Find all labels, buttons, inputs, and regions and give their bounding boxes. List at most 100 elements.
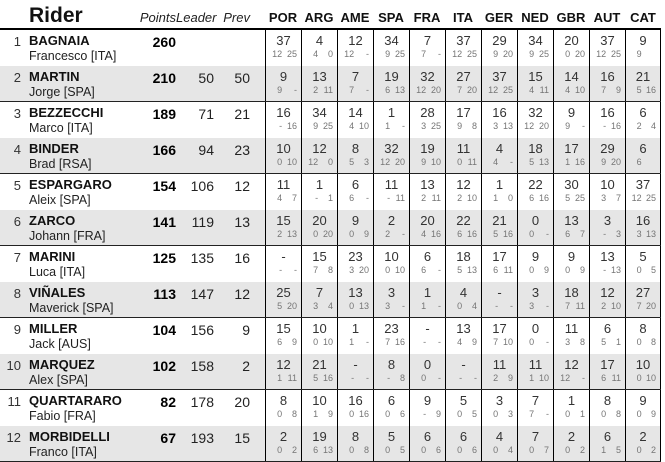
sprint-points: 0 bbox=[565, 445, 571, 455]
race-points: 9 bbox=[543, 265, 549, 275]
race-result-cat: 21 5 16 bbox=[625, 66, 661, 101]
event-total-points: 34 bbox=[312, 105, 327, 120]
race-points: 20 bbox=[286, 301, 297, 311]
event-total-points: 15 bbox=[276, 321, 291, 336]
race-result-ned: 34 9 25 bbox=[517, 30, 553, 66]
sprint-points: 9 bbox=[493, 49, 499, 59]
sprint-points: 9 bbox=[636, 49, 642, 59]
table-row: 6 ZARCO Johann [FRA] 141 119 13 15 2 13 20 0 20 9 0 9 2… bbox=[0, 210, 661, 246]
event-points-breakdown: 12 20 bbox=[374, 157, 409, 168]
race-points: 25 bbox=[322, 121, 333, 131]
event-total-points: 7 bbox=[531, 393, 540, 408]
race-column-header-fra: FRA bbox=[413, 10, 441, 25]
gap-to-leader: 135 bbox=[190, 250, 214, 266]
rider-position: 3 bbox=[13, 106, 21, 121]
event-total-points: 9 bbox=[531, 249, 540, 264]
race-result-por: --- bbox=[265, 246, 301, 282]
race-points: 20 bbox=[502, 49, 513, 59]
event-total-points: 13 bbox=[600, 249, 615, 264]
sprint-points: 3 bbox=[313, 301, 319, 311]
sprint-points: 7 bbox=[349, 85, 355, 95]
sprint-points: 0 bbox=[601, 409, 607, 419]
event-total-points: 17 bbox=[564, 141, 579, 156]
race-points: 6 bbox=[399, 409, 405, 419]
event-points-breakdown: 1 10 bbox=[518, 373, 553, 384]
event-points-breakdown: 3 13 bbox=[482, 121, 517, 132]
race-points: 25 bbox=[394, 49, 405, 59]
race-result-aut: 29 9 20 bbox=[589, 138, 625, 173]
race-points: 10 bbox=[610, 301, 621, 311]
event-points-breakdown: 6 16 bbox=[518, 193, 553, 204]
gap-to-previous: 12 bbox=[234, 286, 250, 302]
race-result-cat: 10 0 10 bbox=[625, 354, 661, 389]
race-result-cat: 27 7 20 bbox=[625, 282, 661, 317]
event-total-points: 9 bbox=[279, 69, 288, 84]
race-result-spa: 11-11 bbox=[373, 174, 409, 210]
event-points-breakdown: 9 10 bbox=[410, 157, 445, 168]
gap-to-leader: 94 bbox=[198, 142, 214, 158]
event-points-breakdown: 7- bbox=[518, 409, 553, 420]
race-points: 11 bbox=[287, 373, 297, 383]
race-result-ger: 29 9 20 bbox=[481, 30, 517, 66]
event-points-breakdown: 3 13 bbox=[626, 229, 660, 240]
race-points: 20 bbox=[574, 49, 585, 59]
race-points: - bbox=[365, 85, 369, 95]
sprint-points: 12 bbox=[452, 49, 463, 59]
event-total-points: 19 bbox=[384, 69, 399, 84]
event-points-breakdown: 6 13 bbox=[302, 445, 337, 456]
rider-name-cell: ZARCO Johann [FRA] bbox=[26, 210, 128, 245]
event-points-breakdown: 4 10 bbox=[554, 85, 589, 96]
event-total-points: 29 bbox=[492, 33, 507, 48]
event-total-points: 6 bbox=[603, 321, 612, 336]
sprint-points: 4 bbox=[529, 85, 535, 95]
race-result-arg: 15 7 8 bbox=[301, 246, 337, 282]
event-points-breakdown: 0 10 bbox=[266, 157, 301, 168]
event-total-points: 3 bbox=[603, 213, 612, 228]
event-total-points: 32 bbox=[384, 141, 399, 156]
race-result-aut: 3-3 bbox=[589, 210, 625, 245]
sprint-points: 9 bbox=[601, 157, 607, 167]
race-points: 4 bbox=[650, 121, 656, 131]
race-points: 25 bbox=[610, 49, 621, 59]
race-points: 16 bbox=[645, 85, 656, 95]
points-column-header: Points bbox=[139, 10, 176, 25]
race-result-fra: 20 4 16 bbox=[409, 210, 445, 245]
event-total-points: 11 bbox=[564, 321, 579, 336]
rider-position: 4 bbox=[13, 142, 21, 157]
race-result-ita: 11 0 11 bbox=[445, 138, 481, 173]
event-total-points: 1 bbox=[567, 393, 576, 408]
sprint-points: 3 bbox=[565, 337, 571, 347]
event-total-points: 13 bbox=[456, 321, 471, 336]
sprint-points: 0 bbox=[636, 373, 642, 383]
race-points: 16 bbox=[538, 193, 549, 203]
race-points: 5 bbox=[615, 445, 621, 455]
event-points-breakdown: 9- bbox=[554, 121, 589, 132]
race-points: - bbox=[365, 193, 369, 203]
race-result-aut: 13-13 bbox=[589, 246, 625, 282]
sprint-points: 7 bbox=[493, 337, 499, 347]
race-result-gbr: 14 4 10 bbox=[553, 66, 589, 101]
race-points: 20 bbox=[430, 85, 441, 95]
event-total-points: 0 bbox=[423, 357, 432, 372]
race-result-ita: 12 2 10 bbox=[445, 174, 481, 210]
rider-firstname-nationality: Luca [ITA] bbox=[29, 265, 86, 279]
event-points-breakdown: 9 25 bbox=[302, 121, 337, 132]
race-points: 8 bbox=[291, 409, 297, 419]
event-points-breakdown: 6- bbox=[338, 193, 373, 204]
event-total-points: 2 bbox=[387, 213, 396, 228]
race-points: 20 bbox=[538, 121, 549, 131]
sprint-points: 7 bbox=[421, 49, 427, 59]
race-points: 9 bbox=[363, 229, 369, 239]
rider-firstname-nationality: Jack [AUS] bbox=[29, 337, 91, 351]
event-points-breakdown: 5 13 bbox=[446, 265, 481, 276]
